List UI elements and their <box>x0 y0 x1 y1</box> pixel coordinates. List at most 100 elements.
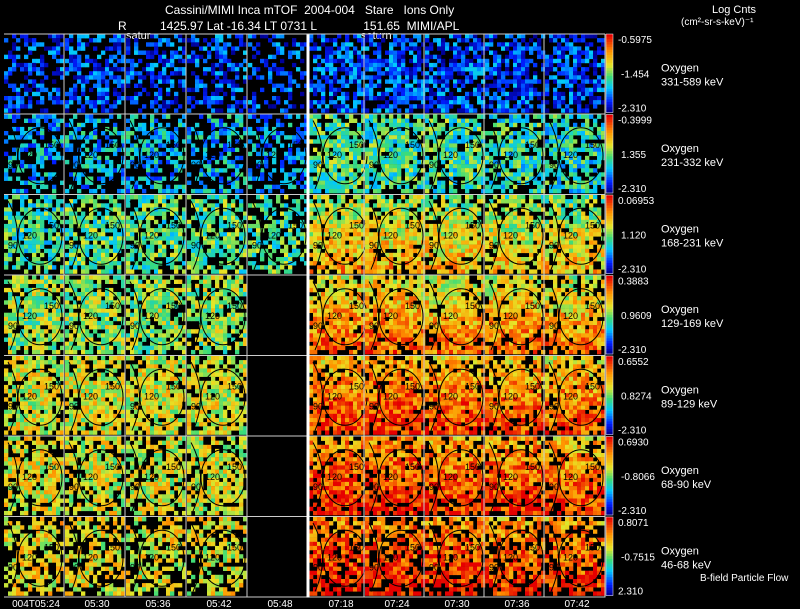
heatmap-pixel <box>413 261 418 266</box>
heatmap-pixel <box>195 62 200 68</box>
heatmap-pixel <box>317 139 322 144</box>
heatmap-pixel <box>345 236 350 241</box>
heatmap-pixel <box>24 180 29 185</box>
heatmap-pixel <box>593 50 598 55</box>
heatmap-pixel <box>325 228 330 233</box>
heatmap-pixel <box>170 50 175 55</box>
heatmap-pixel <box>16 261 21 266</box>
heatmap-pixel <box>166 58 171 64</box>
heatmap-pixel <box>581 126 586 132</box>
heatmap-pixel <box>89 188 94 194</box>
heatmap-pixel <box>337 139 342 144</box>
heatmap-pixel <box>329 188 334 194</box>
heatmap-pixel <box>381 236 386 241</box>
heatmap-pixel <box>304 126 309 132</box>
heatmap-pixel <box>28 261 33 266</box>
heatmap-pixel <box>20 83 25 88</box>
heatmap-pixel <box>565 104 570 109</box>
heatmap-pixel <box>357 126 362 132</box>
heatmap-pixel <box>20 126 25 132</box>
heatmap-pixel <box>77 248 82 254</box>
heatmap-pixel <box>521 164 526 169</box>
heatmap-pixel <box>130 67 135 72</box>
heatmap-pixel <box>329 215 334 221</box>
heatmap-pixel <box>207 54 212 60</box>
heatmap-pixel <box>52 248 57 254</box>
heatmap-pixel <box>146 131 151 136</box>
heatmap-pixel <box>227 83 232 88</box>
heatmap-pixel <box>397 79 402 84</box>
heatmap-pixel <box>565 176 570 181</box>
heatmap-pixel <box>105 248 110 254</box>
heatmap-pixel <box>187 139 192 144</box>
heatmap-pixel <box>509 188 514 194</box>
heatmap-pixel <box>170 172 175 177</box>
heatmap-pixel <box>365 232 370 237</box>
heatmap-pixel <box>593 96 598 101</box>
heatmap-pixel <box>349 50 354 55</box>
heatmap-pixel <box>8 114 13 119</box>
heatmap-pixel <box>150 100 155 105</box>
heatmap-pixel <box>309 87 314 93</box>
heatmap-pixel <box>44 62 49 68</box>
heatmap-pixel <box>81 223 86 229</box>
heatmap-pixel <box>85 199 90 204</box>
heatmap-pixel <box>162 228 167 233</box>
heatmap-pixel <box>573 131 578 136</box>
heatmap-pixel <box>337 244 342 249</box>
heatmap-pixel <box>150 203 155 208</box>
heatmap-pixel <box>413 46 418 51</box>
heatmap-pixel <box>109 58 114 64</box>
heatmap-pixel <box>553 75 558 80</box>
heatmap-pixel <box>4 244 9 249</box>
heatmap-pixel <box>174 151 179 157</box>
heatmap-pixel <box>469 180 474 185</box>
heatmap-pixel <box>52 54 57 60</box>
heatmap-pixel <box>73 58 78 64</box>
heatmap-pixel <box>28 199 33 204</box>
heatmap-pixel <box>178 215 183 221</box>
heatmap-pixel <box>309 261 314 266</box>
heatmap-pixel <box>195 135 200 140</box>
heatmap-pixel <box>481 168 486 173</box>
heatmap-pixel <box>457 100 462 105</box>
heatmap-pixel <box>457 71 462 76</box>
heatmap-pixel <box>601 38 606 43</box>
heatmap-pixel <box>333 215 338 221</box>
heatmap-pixel <box>36 143 41 148</box>
heatmap-pixel <box>20 261 25 266</box>
heatmap-pixel <box>28 244 33 249</box>
heatmap-pixel <box>8 207 13 212</box>
heatmap-pixel <box>40 67 45 72</box>
heatmap-pixel <box>215 203 220 208</box>
heatmap-pixel <box>199 180 204 185</box>
heatmap-pixel <box>191 269 196 274</box>
heatmap-pixel <box>166 159 171 165</box>
heatmap-pixel <box>268 199 273 204</box>
heatmap-pixel <box>219 219 224 225</box>
heatmap-pixel <box>385 244 390 249</box>
heatmap-pixel <box>381 248 386 254</box>
heatmap-pixel <box>365 219 370 225</box>
heatmap-pixel <box>569 42 574 47</box>
heatmap-pixel <box>77 126 82 132</box>
heatmap-pixel <box>166 155 171 161</box>
pitch-angle-contour <box>190 120 202 190</box>
heatmap-pixel <box>8 50 13 55</box>
heatmap-pixel <box>12 54 17 60</box>
heatmap-pixel <box>429 199 434 204</box>
heatmap-pixel <box>235 131 240 136</box>
heatmap-pixel <box>44 184 49 190</box>
heatmap-pixel <box>593 100 598 105</box>
heatmap-pixel <box>377 79 382 84</box>
heatmap-pixel <box>138 108 143 113</box>
heatmap-pixel <box>256 248 261 254</box>
heatmap-pixel <box>223 58 228 64</box>
heatmap-pixel <box>553 155 558 161</box>
heatmap-pixel <box>361 164 366 169</box>
heatmap-pixel <box>421 244 426 249</box>
heatmap-pixel <box>77 172 82 177</box>
heatmap-pixel <box>130 131 135 136</box>
heatmap-pixel <box>497 164 502 169</box>
heatmap-pixel <box>365 126 370 132</box>
